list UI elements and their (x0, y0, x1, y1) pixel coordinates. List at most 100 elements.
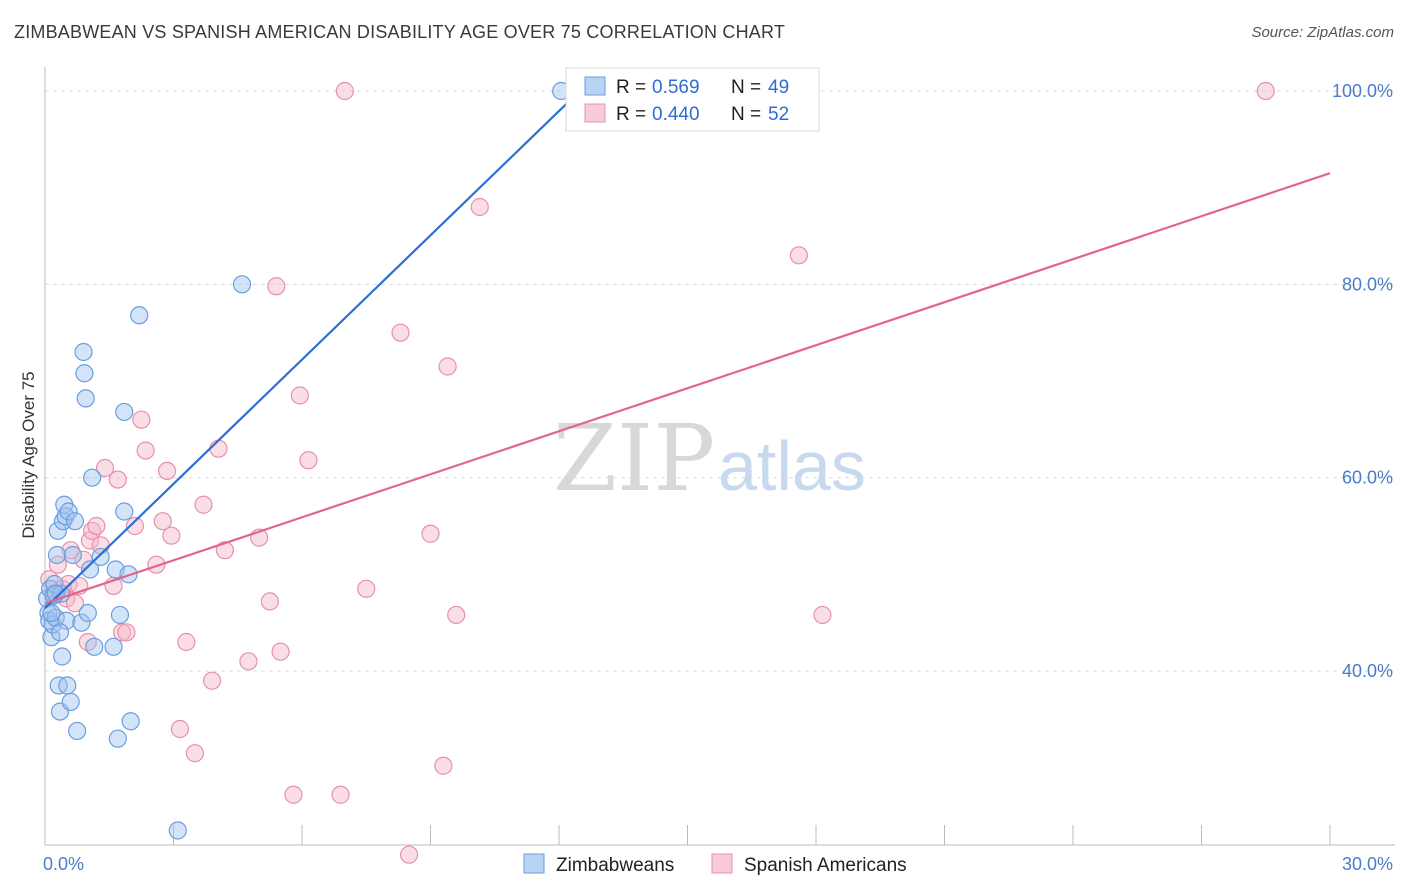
point-zimbabweans-14 (53, 647, 72, 666)
point-zimbabweans-43 (168, 821, 187, 840)
trend-line-spanish-americans (44, 172, 1331, 605)
point-spanish-americans-24 (153, 512, 172, 531)
point-spanish-americans-18 (112, 623, 132, 642)
point-spanish-americans-34 (239, 652, 258, 671)
point-spanish-americans-45 (391, 323, 410, 342)
point-zimbabweans-30 (80, 560, 100, 579)
point-zimbabweans-38 (115, 402, 134, 422)
chart-title: ZIMBABWEAN VS SPANISH AMERICAN DISABILIT… (14, 22, 786, 42)
point-spanish-americans-32 (209, 439, 228, 458)
point-spanish-americans-9 (74, 550, 93, 569)
point-zimbabweans-19 (58, 676, 77, 695)
y-tick-label-1: 60.0% (1342, 468, 1393, 488)
source-label: Source: ZipAtlas.com (1251, 24, 1394, 41)
point-zimbabweans-29 (78, 603, 97, 623)
point-spanish-americans-31 (202, 671, 222, 690)
point-spanish-americans-15 (95, 458, 115, 478)
point-spanish-americans-43 (335, 81, 354, 101)
trend-line-zimbabweans (44, 85, 586, 609)
point-spanish-americans-55 (1256, 81, 1275, 101)
point-spanish-americans-46 (399, 845, 419, 864)
point-spanish-americans-27 (170, 719, 190, 739)
stats-legend-n-value-spanish-americans: 52 (768, 104, 789, 125)
point-spanish-americans-39 (284, 785, 303, 804)
point-spanish-americans-2 (48, 555, 67, 574)
point-zimbabweans-46 (42, 603, 61, 623)
y-tick-label-3: 100.0% (1332, 81, 1393, 101)
point-spanish-americans-41 (299, 451, 318, 470)
axes (44, 67, 1395, 846)
point-zimbabweans-44 (232, 275, 252, 294)
stats-legend-r-value-zimbabweans: 0.569 (652, 77, 700, 98)
point-spanish-americans-28 (177, 632, 196, 652)
series-legend: Zimbabweans Spanish Americans (523, 853, 907, 876)
stats-legend-swatch-spanish-americans (584, 103, 606, 123)
point-spanish-americans-30 (194, 495, 213, 514)
point-zimbabweans-22 (63, 545, 82, 565)
point-spanish-americans-48 (434, 756, 453, 775)
point-zimbabweans-41 (121, 712, 140, 731)
legend-swatch-zimbabweans (523, 853, 545, 874)
point-spanish-americans-26 (162, 526, 181, 545)
point-zimbabweans-17 (56, 507, 75, 526)
point-zimbabweans-24 (68, 721, 87, 741)
trend-lines (44, 85, 1331, 609)
point-spanish-americans-50 (447, 605, 466, 625)
x-tick-label-1: 30.0% (1342, 854, 1393, 874)
point-zimbabweans-21 (61, 692, 80, 712)
point-spanish-americans-29 (185, 744, 205, 763)
point-spanish-americans-17 (108, 470, 127, 489)
point-zimbabweans-37 (110, 605, 130, 625)
point-spanish-americans-49 (438, 357, 457, 376)
stats-legend-r-label-zimbabweans: R = (616, 77, 646, 98)
point-spanish-americans-20 (125, 516, 145, 536)
point-zimbabweans-28 (76, 389, 95, 408)
legend-label-spanish-americans: Spanish Americans (744, 855, 907, 876)
point-spanish-americans-13 (87, 516, 106, 536)
point-spanish-americans-40 (290, 386, 309, 405)
point-spanish-americans-7 (65, 594, 85, 613)
point-zimbabweans-20 (59, 502, 78, 521)
point-zimbabweans-36 (108, 729, 127, 748)
watermark-zip: ZIP (553, 405, 715, 512)
point-spanish-americans-54 (813, 605, 832, 625)
stats-legend-r-value-spanish-americans: 0.440 (652, 104, 700, 125)
point-spanish-americans-38 (271, 642, 290, 661)
stats-legend-swatch-zimbabweans (584, 76, 606, 96)
point-spanish-americans-33 (215, 541, 234, 560)
point-spanish-americans-44 (357, 579, 376, 598)
stats-legend-r-label-spanish-americans: R = (616, 104, 646, 125)
watermark: ZIP atlas (553, 405, 866, 512)
stats-legend-box (565, 67, 820, 132)
stats-legend-n-label-zimbabweans: N = (731, 77, 761, 98)
point-spanish-americans-36 (260, 592, 279, 611)
point-zimbabweans-27 (75, 364, 94, 383)
y-tick-label-0: 40.0% (1342, 661, 1393, 681)
legend-swatch-spanish-americans (711, 853, 733, 874)
point-zimbabweans-10 (48, 521, 67, 540)
stats-legend: R = 0.569 N = 49 R = 0.440 N = 52 (565, 67, 820, 132)
point-zimbabweans-39 (115, 502, 134, 521)
point-spanish-americans-19 (117, 623, 136, 642)
point-zimbabweans-7 (45, 574, 64, 594)
y-axis-label: Disability Age Over 75 (19, 371, 38, 538)
stats-legend-n-label-spanish-americans: N = (731, 104, 761, 125)
point-zimbabweans-48 (50, 623, 70, 642)
point-spanish-americans-51 (470, 197, 489, 217)
point-spanish-americans-25 (157, 461, 177, 480)
point-zimbabweans-23 (65, 512, 85, 531)
point-spanish-americans-42 (331, 785, 350, 804)
point-zimbabweans-25 (72, 613, 91, 632)
point-spanish-americans-37 (267, 277, 286, 296)
point-zimbabweans-42 (130, 306, 149, 325)
point-zimbabweans-18 (57, 611, 76, 630)
point-zimbabweans-9 (47, 545, 67, 565)
point-spanish-americans-47 (421, 524, 440, 543)
point-spanish-americans-21 (132, 410, 151, 429)
y-tick-label-2: 80.0% (1342, 274, 1393, 294)
point-spanish-americans-22 (136, 441, 155, 460)
point-spanish-americans-53 (789, 246, 808, 265)
x-tick-label-0: 0.0% (43, 854, 84, 874)
point-spanish-americans-23 (147, 555, 166, 574)
